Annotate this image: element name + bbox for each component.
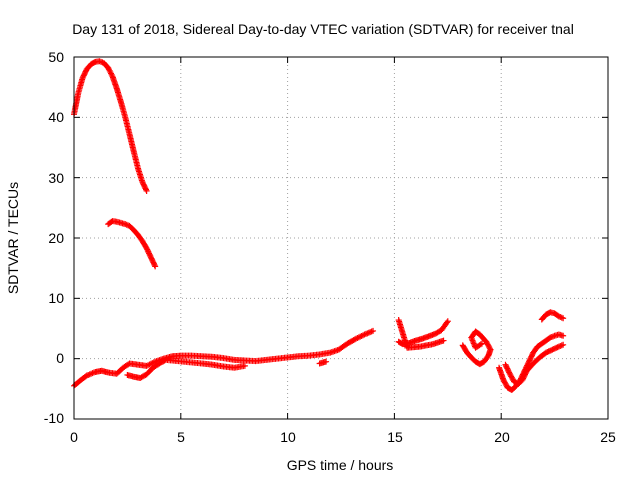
data-point — [241, 362, 248, 369]
y-tick-label-0: 0 — [56, 350, 64, 366]
y-tick-label-40: 40 — [48, 109, 64, 125]
y-tick-label-minus10: -10 — [44, 410, 64, 426]
data-point — [560, 332, 567, 339]
data-point — [506, 369, 513, 376]
data-point — [560, 341, 567, 348]
data-point — [477, 341, 484, 348]
y-tick-label-50: 50 — [48, 49, 64, 65]
data-point — [143, 187, 150, 194]
plot-frame — [73, 56, 609, 420]
x-tick-label-25: 25 — [600, 429, 616, 445]
data-points — [71, 58, 567, 394]
data-point — [444, 318, 451, 325]
x-tick-label-10: 10 — [280, 429, 296, 445]
data-point — [443, 319, 450, 326]
x-axis-tick-labels: 0 5 10 15 20 25 — [70, 429, 616, 445]
data-point — [143, 186, 150, 193]
y-tick-label-30: 30 — [48, 170, 64, 186]
x-tick-label-0: 0 — [70, 429, 78, 445]
data-point — [478, 340, 485, 347]
x-tick-label-20: 20 — [494, 429, 510, 445]
y-axis-tick-labels: -10 0 10 20 30 40 50 — [44, 49, 64, 426]
data-point — [560, 315, 567, 322]
y-tick-label-10: 10 — [48, 290, 64, 306]
x-tick-label-5: 5 — [177, 429, 185, 445]
x-tick-label-15: 15 — [387, 429, 403, 445]
data-point — [323, 358, 330, 365]
y-axis-label: SDTVAR / TECUs — [5, 182, 21, 294]
data-point — [151, 262, 158, 269]
x-axis-label: GPS time / hours — [287, 457, 394, 473]
y-tick-label-20: 20 — [48, 230, 64, 246]
chart-title: Day 131 of 2018, Sidereal Day-to-day VTE… — [72, 21, 574, 37]
data-point — [440, 337, 447, 344]
data-point — [351, 336, 358, 343]
data-point — [370, 327, 377, 334]
grid — [73, 56, 609, 420]
data-point — [554, 344, 561, 351]
data-point — [152, 263, 159, 270]
